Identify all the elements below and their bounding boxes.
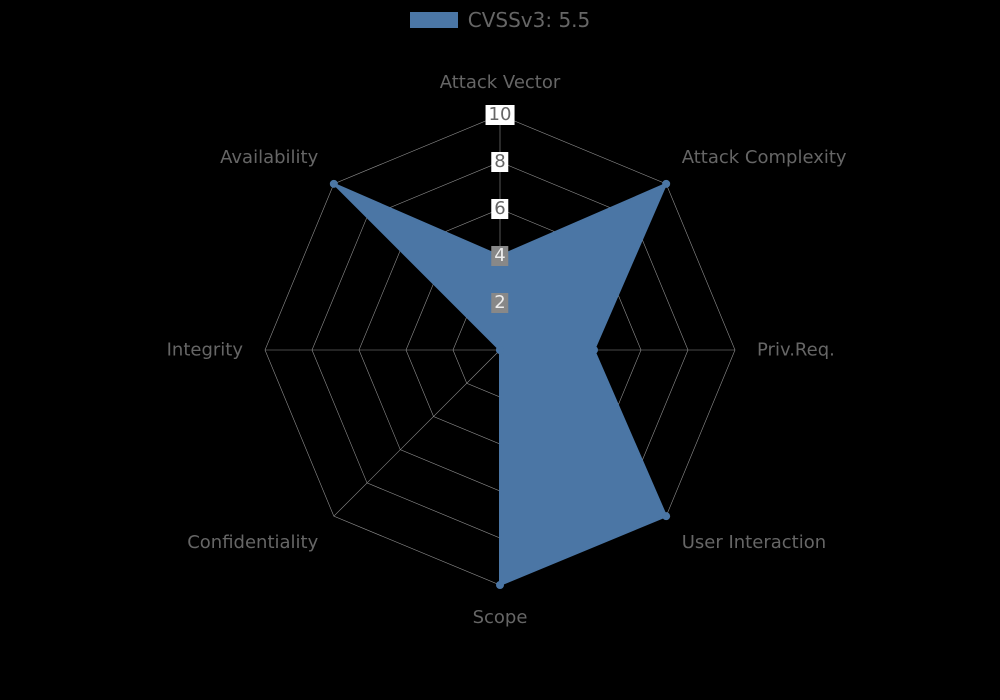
legend-swatch [410, 12, 458, 28]
radar-svg [0, 0, 1000, 700]
legend-label: CVSSv3: 5.5 [468, 8, 591, 32]
radar-chart: CVSSv3: 5.5 246810Attack VectorAttack Co… [0, 0, 1000, 700]
chart-legend: CVSSv3: 5.5 [0, 8, 1000, 32]
